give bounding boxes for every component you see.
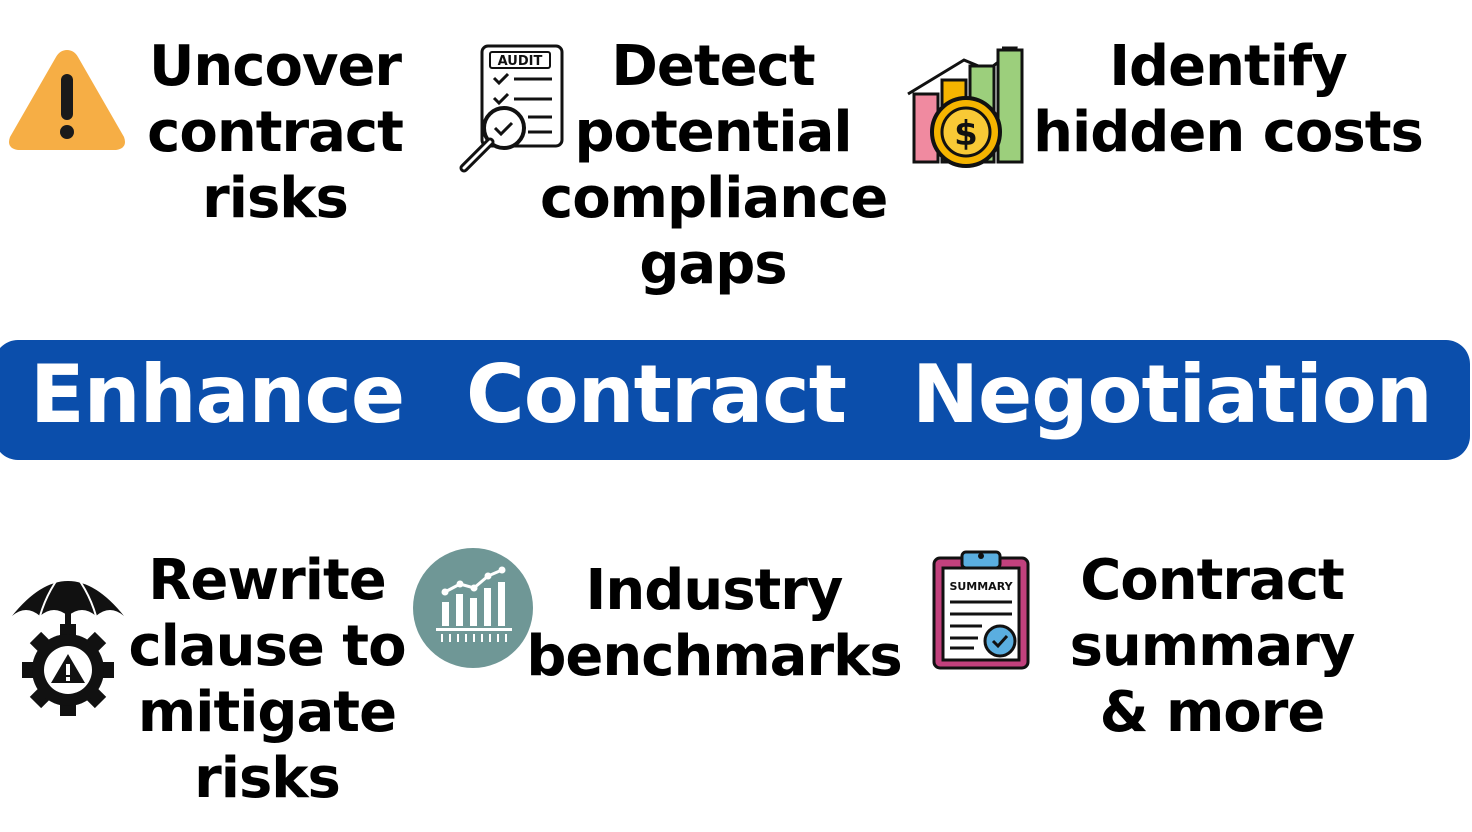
feature-uncover-text: Uncover contract risks — [147, 34, 404, 231]
cost-chart-icon: $ — [907, 46, 1024, 168]
headline-banner — [0, 340, 1470, 460]
feature-identify-text: Identify hidden costs — [1033, 34, 1424, 165]
banner-word-enhance: Enhance — [30, 348, 405, 441]
risk-umbrella-gear-icon — [12, 565, 124, 716]
warning-icon — [9, 50, 125, 150]
feature-rewrite-text: Rewrite clause to mitigate risks — [128, 548, 406, 811]
banner-word-negotiation: Negotiation — [912, 348, 1433, 441]
feature-detect-text: Detect potential compliance gaps — [540, 34, 888, 297]
summary-clipboard-icon: SUMMARY — [932, 550, 1030, 670]
feature-summary-text: Contract summary & more — [1069, 548, 1356, 745]
dollar-sign: $ — [954, 114, 978, 154]
audit-label: AUDIT — [498, 54, 543, 69]
feature-benchmarks-text: Industry benchmarks — [526, 558, 902, 689]
banner-word-contract: Contract — [466, 348, 847, 441]
benchmark-chart-icon — [413, 548, 533, 668]
summary-label: SUMMARY — [949, 580, 1013, 593]
audit-icon: AUDIT — [459, 44, 564, 173]
